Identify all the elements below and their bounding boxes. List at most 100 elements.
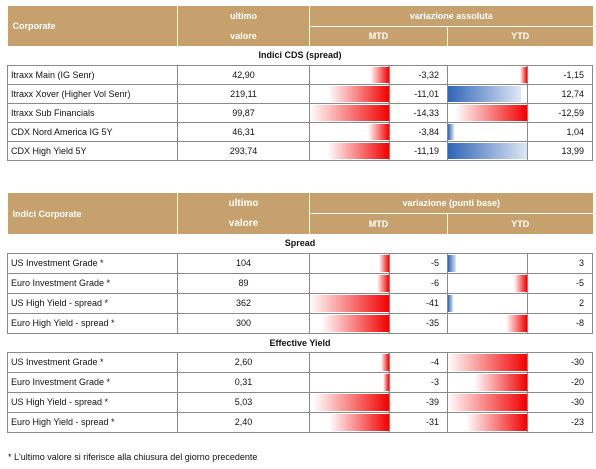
mtd-bar (370, 66, 389, 83)
mtd-value: -39 (389, 392, 448, 413)
mtd-bar (379, 254, 389, 272)
ytd-value: -12,59 (527, 103, 593, 123)
ytd-bar-cell (447, 352, 528, 373)
table-row: Euro High Yield - spread * 300 -35 -8 (7, 313, 593, 334)
mtd-bar-cell (309, 392, 390, 413)
ytd-bar-cell (447, 293, 528, 314)
ytd-bar (473, 373, 527, 391)
ytd-value: 3 (527, 253, 593, 274)
row-name: Itraxx Xover (Higher Vol Senr) (7, 84, 178, 104)
mtd-bar-cell (309, 352, 390, 373)
corporate-table: Indici Corporate ultimo variazione (punt… (7, 193, 593, 433)
ytd-value: -30 (527, 392, 593, 413)
row-value: 293,74 (177, 141, 310, 161)
table-row: US Investment Grade * 104 -5 3 (7, 253, 593, 274)
row-value: 99,87 (177, 103, 310, 123)
mtd-bar (383, 373, 389, 391)
footnote: * L'ultimo valore si riferisce alla chiu… (8, 452, 258, 462)
ytd-bar (448, 123, 454, 140)
ytd-bar (448, 294, 454, 312)
row-value: 300 (177, 313, 310, 334)
mtd-bar-cell (309, 313, 390, 334)
mtd-bar-cell (309, 412, 390, 433)
ytd-bar (465, 413, 527, 431)
mtd-bar (327, 85, 389, 102)
row-name: CDX High Yield 5Y (7, 141, 178, 161)
row-value: 104 (177, 253, 310, 274)
table-row: Itraxx Main (IG Senr) 42,90 -3,32 -1,15 (7, 65, 593, 85)
table-row: Itraxx Sub Financials 99,87 -14,33 -12,59 (7, 103, 593, 123)
ytd-value: 1,04 (527, 122, 593, 142)
mtd-bar-cell (309, 65, 390, 85)
ytd-bar (448, 85, 521, 102)
ytd-value: 12,74 (527, 84, 593, 104)
header-variazione: variazione (punti base) (309, 193, 593, 214)
ytd-bar (513, 274, 527, 292)
section-title: Indici CDS (spread) (7, 46, 593, 66)
mtd-bar-cell (309, 103, 390, 123)
row-value: 2,60 (177, 352, 310, 373)
ytd-bar-cell (447, 103, 528, 123)
row-name: Euro Investment Grade * (7, 372, 178, 393)
mtd-bar-cell (309, 273, 390, 294)
ytd-bar (505, 314, 527, 332)
row-value: 2,40 (177, 412, 310, 433)
mtd-bar-cell (309, 84, 390, 104)
row-value: 46,31 (177, 122, 310, 142)
row-value: 0,31 (177, 372, 310, 393)
section-row: Spread (7, 234, 593, 254)
header-ytd: YTD (511, 218, 530, 229)
mtd-value: -6 (389, 273, 448, 294)
mtd-bar (377, 274, 389, 292)
row-value: 219,11 (177, 84, 310, 104)
ytd-value: -8 (527, 313, 593, 334)
row-name: US Investment Grade * (7, 253, 178, 274)
row-name: US High Yield - spread * (7, 392, 178, 413)
mtd-bar-cell (309, 141, 390, 161)
row-value: 5,03 (177, 392, 310, 413)
ytd-bar (455, 104, 527, 121)
header-ultimo: ultimo (177, 6, 310, 26)
cds-table: Corporate ultimo variazione assoluta val… (7, 6, 593, 161)
ytd-bar-cell (447, 313, 528, 334)
ytd-value: -23 (527, 412, 593, 433)
ytd-bar-cell (447, 372, 528, 393)
mtd-value: -3,32 (389, 65, 448, 85)
mtd-bar (309, 104, 389, 121)
row-value: 362 (177, 293, 310, 314)
mtd-bar (381, 353, 389, 371)
mtd-bar (320, 314, 389, 332)
ytd-value: 13,99 (527, 141, 593, 161)
table-row: Euro Investment Grade * 0,31 -3 -20 (7, 372, 593, 393)
mtd-bar (367, 123, 389, 140)
table-row: US Investment Grade * 2,60 -4 -30 (7, 352, 593, 373)
table-row: Euro High Yield - spread * 2,40 -31 -23 (7, 412, 593, 433)
mtd-value: -3,84 (389, 122, 448, 142)
row-name: Euro High Yield - spread * (7, 412, 178, 433)
ytd-bar (448, 142, 527, 159)
ytd-bar (448, 254, 456, 272)
mtd-value: -11,19 (389, 141, 448, 161)
ytd-bar-cell (447, 412, 528, 433)
mtd-value: -41 (389, 293, 448, 314)
mtd-bar (326, 142, 389, 159)
mtd-value: -4 (389, 352, 448, 373)
row-name: Euro High Yield - spread * (7, 313, 178, 334)
ytd-bar (447, 393, 527, 411)
row-value: 42,90 (177, 65, 310, 85)
row-value: 89 (177, 273, 310, 294)
ytd-bar-cell (447, 253, 528, 274)
table-row: US High Yield - spread * 5,03 -39 -30 (7, 392, 593, 413)
row-name: US High Yield - spread * (7, 293, 178, 314)
row-name: Euro Investment Grade * (7, 273, 178, 294)
section-title: Spread (7, 234, 593, 254)
row-name: CDX Nord America IG 5Y (7, 122, 178, 142)
mtd-bar (328, 413, 389, 431)
header-corporate: Corporate (7, 6, 178, 46)
mtd-value: -3 (389, 372, 448, 393)
mtd-value: -11,01 (389, 84, 448, 104)
mtd-bar (309, 294, 389, 312)
mtd-bar-cell (309, 293, 390, 314)
mtd-bar (312, 393, 389, 411)
mtd-value: -5 (389, 253, 448, 274)
